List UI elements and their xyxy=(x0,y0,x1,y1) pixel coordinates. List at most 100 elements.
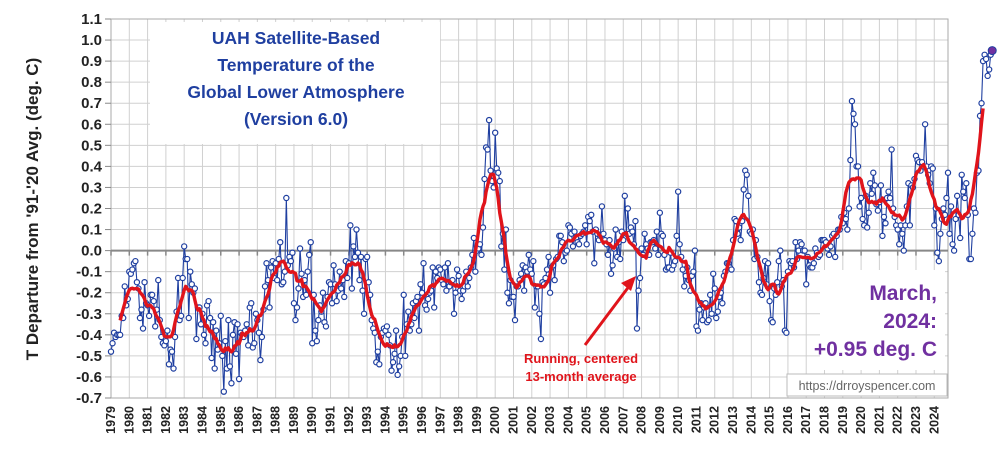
data-point xyxy=(972,209,979,216)
x-tick-label: 1993 xyxy=(360,406,374,434)
data-point xyxy=(280,278,287,286)
data-point xyxy=(395,363,403,370)
data-point xyxy=(960,188,967,195)
data-point xyxy=(803,281,810,288)
annotation-arrow-head xyxy=(621,276,636,291)
data-point xyxy=(719,300,726,307)
data-point xyxy=(517,270,525,277)
y-tick-label: -0.5 xyxy=(76,348,102,365)
x-tick-label: 2002 xyxy=(525,406,539,434)
data-point xyxy=(944,169,952,176)
data-point xyxy=(400,291,407,299)
data-point xyxy=(874,207,882,214)
data-point xyxy=(769,319,776,326)
data-point xyxy=(152,323,159,330)
data-point xyxy=(694,327,702,334)
data-point xyxy=(391,350,398,357)
data-point xyxy=(632,217,639,225)
x-tick-label: 1980 xyxy=(122,406,136,434)
x-tick-label: 2000 xyxy=(488,406,502,434)
data-point xyxy=(810,260,818,267)
data-point xyxy=(243,321,250,328)
data-point xyxy=(557,232,564,240)
data-point xyxy=(850,110,857,117)
data-point xyxy=(385,331,392,339)
data-point xyxy=(984,72,991,80)
data-point xyxy=(289,249,296,256)
data-point xyxy=(583,241,590,248)
x-tick-label: 1994 xyxy=(378,406,392,434)
data-point xyxy=(528,270,535,277)
highlight-value: +0.95 deg. C xyxy=(814,338,937,361)
x-tick-label: 1991 xyxy=(324,406,338,434)
data-point xyxy=(267,264,275,271)
data-point xyxy=(885,188,892,195)
data-point xyxy=(609,262,616,269)
data-point xyxy=(831,253,839,261)
data-point xyxy=(714,308,721,315)
x-tick-label: 2022 xyxy=(891,406,905,434)
x-tick-label: 1984 xyxy=(195,406,209,434)
data-point xyxy=(877,182,885,189)
data-point xyxy=(205,297,212,305)
data-point xyxy=(624,205,632,212)
data-point xyxy=(248,300,255,307)
data-point xyxy=(351,253,359,261)
data-point xyxy=(312,327,319,334)
data-point xyxy=(633,325,641,332)
data-point xyxy=(313,337,321,345)
data-point xyxy=(612,226,619,233)
y-tick-label: 1.1 xyxy=(81,11,102,28)
data-point xyxy=(187,268,194,275)
data-point xyxy=(621,192,628,200)
x-axis-ticks: 1979 1980 1981 1982 1983 1984 1985 1986 1987 1988… xyxy=(104,406,941,434)
data-point xyxy=(525,251,532,259)
data-point xyxy=(330,262,337,269)
data-point xyxy=(520,287,528,294)
x-tick-label: 2003 xyxy=(543,406,557,434)
data-point xyxy=(383,323,391,330)
data-point xyxy=(978,100,985,107)
data-point xyxy=(466,274,473,282)
data-point xyxy=(304,268,311,275)
url-box xyxy=(786,373,948,397)
x-tick-label: 2021 xyxy=(872,406,886,434)
data-point xyxy=(495,169,502,176)
data-point xyxy=(255,329,263,336)
data-point xyxy=(418,289,426,296)
data-point xyxy=(424,295,432,303)
data-point xyxy=(929,165,936,172)
x-tick-label: 1996 xyxy=(415,406,429,434)
data-point xyxy=(943,194,950,202)
data-point xyxy=(258,333,266,341)
data-point xyxy=(200,331,208,339)
data-point xyxy=(348,285,356,292)
data-point xyxy=(341,293,348,301)
x-tick-label: 2006 xyxy=(598,406,612,434)
data-point xyxy=(900,247,907,254)
data-point xyxy=(956,234,964,242)
x-tick-label: 1983 xyxy=(177,406,191,434)
data-point xyxy=(848,97,856,105)
data-point xyxy=(273,276,281,284)
x-tick-label: 2018 xyxy=(818,406,832,434)
data-point xyxy=(307,238,314,246)
data-point xyxy=(287,257,295,265)
data-point xyxy=(266,304,273,311)
data-point xyxy=(420,260,427,267)
data-point xyxy=(510,293,517,301)
data-point xyxy=(405,308,412,315)
data-point xyxy=(591,260,598,267)
data-point xyxy=(298,270,305,277)
data-point xyxy=(389,359,397,366)
data-point xyxy=(394,371,401,379)
data-point xyxy=(586,217,593,225)
data-point xyxy=(961,194,968,202)
x-tick-label: 2005 xyxy=(580,406,594,434)
data-point xyxy=(706,291,714,299)
data-point xyxy=(560,257,568,265)
annotation-arrow-shaft xyxy=(583,284,632,346)
data-point xyxy=(139,325,147,332)
data-point xyxy=(880,213,888,221)
data-point xyxy=(656,209,664,216)
